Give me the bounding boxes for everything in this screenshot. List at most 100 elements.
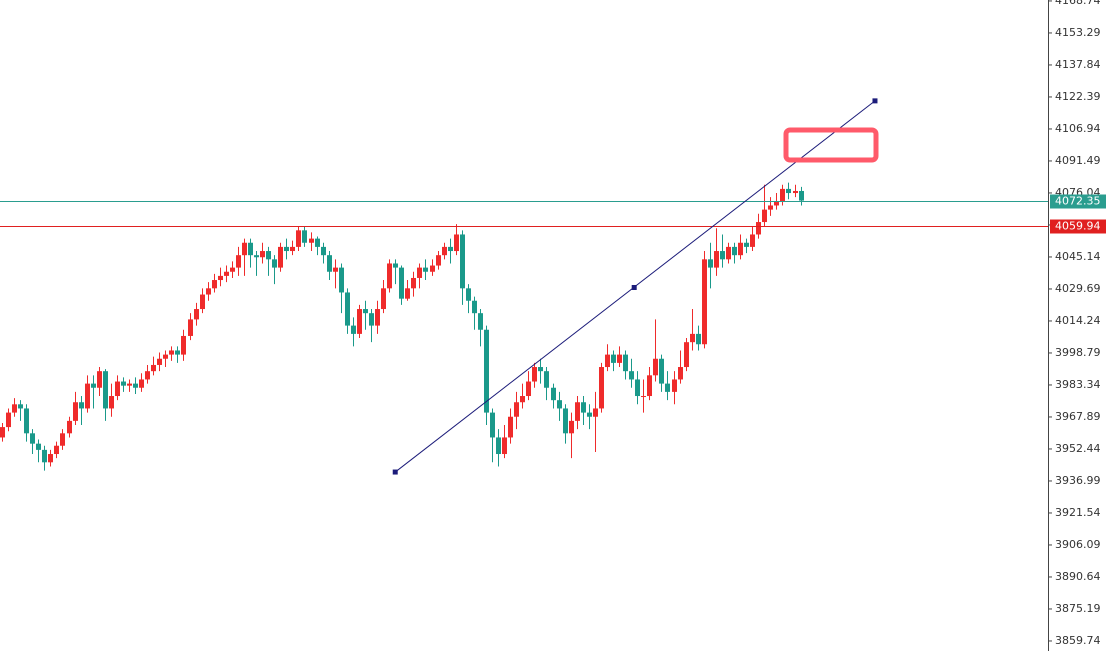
candle-body (296, 230, 301, 247)
candle-body (169, 350, 174, 355)
candle-body (242, 242, 247, 256)
candle-body (212, 280, 217, 289)
candle-body (351, 325, 356, 334)
candle-body (315, 238, 320, 247)
price-level-tag (1050, 194, 1106, 209)
candle-body (405, 288, 410, 299)
candle-body (696, 333, 701, 345)
y-tick-label: 3967.89 (1055, 410, 1101, 423)
candle-body (599, 367, 604, 409)
candle-body (738, 242, 743, 256)
candle-body (544, 371, 549, 388)
candle-body (484, 329, 489, 413)
candle-body (321, 246, 326, 256)
candle-body (490, 412, 495, 438)
candle-body (151, 364, 156, 372)
y-tick-label: 3998.79 (1055, 346, 1101, 359)
candle-body (526, 381, 531, 397)
candle-body (188, 319, 193, 336)
candle-body (206, 288, 211, 295)
candle-body (339, 267, 344, 293)
price-level-tag (1050, 219, 1106, 234)
candle-body (48, 454, 53, 463)
candle-body (6, 412, 11, 428)
candle-body (659, 358, 664, 384)
candle-body (569, 420, 574, 434)
candle-body (744, 242, 749, 247)
candle-body (732, 246, 737, 256)
candle-body (653, 358, 658, 376)
candle-body (478, 313, 483, 330)
y-tick-label: 4045.14 (1055, 250, 1101, 263)
candle-body (272, 259, 277, 268)
candle-body (278, 246, 283, 268)
candle-body (36, 443, 41, 450)
candle-body (224, 271, 229, 276)
candle-body (605, 354, 610, 368)
candle-body (472, 300, 477, 314)
candle-body (18, 404, 23, 409)
candle-body (575, 402, 580, 421)
candle-body (30, 433, 35, 444)
y-tick-label: 3936.99 (1055, 474, 1101, 487)
candle-body (133, 383, 138, 388)
y-tick-label: 3952.44 (1055, 442, 1101, 455)
candle-body (12, 404, 17, 413)
candle-body (678, 367, 683, 380)
candle-body (690, 333, 695, 343)
y-tick-label: 3859.74 (1055, 634, 1101, 647)
candle-body (163, 354, 168, 359)
candle-body (345, 292, 350, 326)
candle-body (593, 408, 598, 417)
candle-body (115, 381, 120, 397)
candle-body (309, 238, 314, 243)
y-tick-label: 4168.74 (1055, 0, 1101, 7)
candle-body (73, 402, 78, 421)
candle-body (375, 309, 380, 326)
candle-body (756, 222, 761, 235)
candle-body (551, 387, 556, 401)
candle-body (260, 251, 265, 258)
candle-body (774, 201, 779, 206)
candle-body (411, 277, 416, 289)
candle-body (780, 188, 785, 202)
y-tick-label: 3890.64 (1055, 570, 1101, 583)
candle-body (363, 309, 368, 314)
candle-body (635, 379, 640, 397)
candle-body (520, 396, 525, 403)
y-tick-label: 4137.84 (1055, 58, 1101, 71)
candle-body (436, 255, 441, 266)
candle-body (387, 263, 392, 289)
candle-body (702, 259, 707, 345)
y-tick-label: 4122.39 (1055, 90, 1101, 103)
candle-body (768, 205, 773, 210)
plot (0, 98, 1048, 475)
candle-body (42, 449, 47, 463)
candle-body (793, 190, 798, 194)
candle-body (399, 267, 404, 299)
candle-body (139, 379, 144, 388)
y-tick-label: 3983.34 (1055, 378, 1101, 391)
candle-body (708, 259, 713, 268)
candle-body (175, 350, 180, 355)
candle-body (617, 354, 622, 363)
candle-body (623, 354, 628, 372)
candle-body (532, 367, 537, 382)
candle-body (538, 367, 543, 372)
candle-body (67, 420, 72, 434)
y-tick-label: 4106.94 (1055, 122, 1101, 135)
price-level-label: 4072.35 (1055, 195, 1101, 208)
candle-body (248, 242, 253, 256)
trend-anchor (631, 284, 637, 290)
candle-body (91, 383, 96, 388)
candle-body (0, 427, 5, 438)
y-tick-label: 4091.49 (1055, 154, 1101, 167)
candle-body (684, 342, 689, 368)
candle-body (230, 267, 235, 272)
candle-body (121, 381, 126, 386)
candle-body (557, 400, 562, 409)
candle-body (254, 255, 259, 258)
candle-body (97, 371, 102, 388)
